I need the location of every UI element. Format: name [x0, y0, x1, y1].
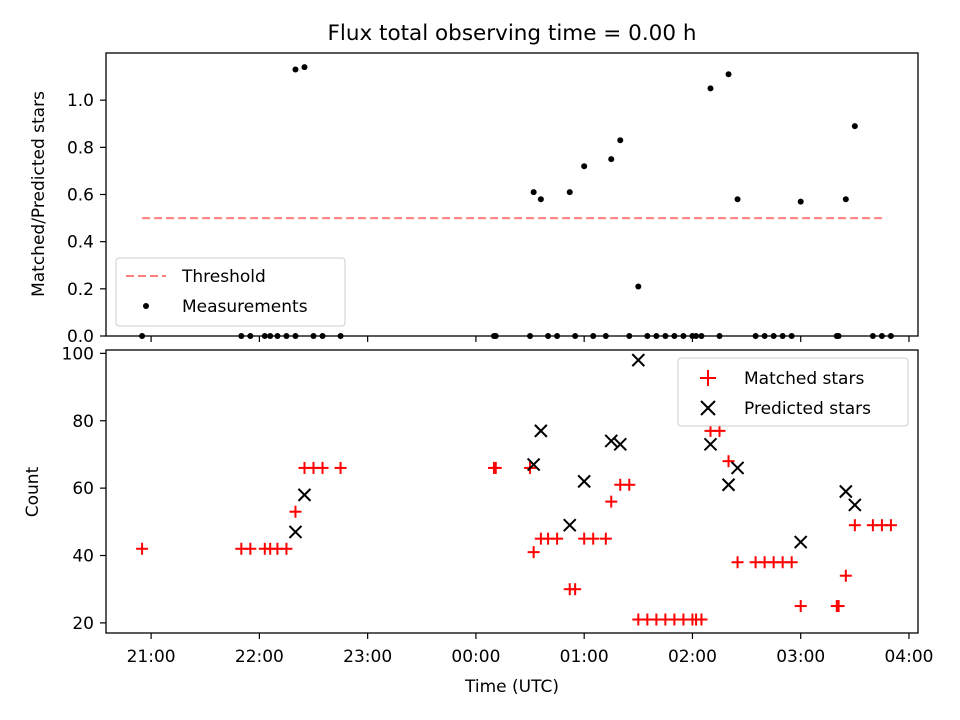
matched-star-point [695, 613, 708, 626]
measurement-point [734, 196, 741, 203]
predicted-star-point [526, 457, 541, 472]
legend-threshold-label: Threshold [181, 267, 266, 287]
predicted-star-point [577, 474, 591, 489]
ratio-y-axis-label: Matched/Predicted stars [29, 91, 49, 297]
matched-star-point [713, 424, 726, 437]
legend-predicted-label: Predicted stars [744, 399, 871, 419]
ratio-legend-box [115, 257, 346, 327]
matched-star-point [599, 532, 612, 545]
matched-star-point [280, 542, 293, 555]
legend-predicted-swatch [700, 400, 716, 416]
matched-star-point [569, 583, 582, 596]
matched-star-point [527, 546, 540, 559]
matched-star-point [794, 600, 807, 613]
time-x-tick-label: 21:00 [127, 647, 176, 667]
predicted-star-point [613, 437, 627, 452]
count-legend-box [677, 357, 909, 427]
matched-star-point [623, 478, 636, 491]
time-x-tick-label: 01:00 [560, 647, 609, 667]
ratio-y-axis: 0.0 0.2 0.4 0.6 0.8 1.0 [67, 91, 106, 347]
predicted-star-point [534, 424, 548, 438]
count-y-tick-label: 20 [72, 614, 94, 634]
matched-star-point [244, 542, 257, 555]
time-x-tick-label: 04:00 [884, 647, 933, 667]
matched-star-point [832, 600, 845, 613]
matched-star-point [722, 455, 735, 468]
matched-star-point [489, 461, 502, 474]
matched-star-point [785, 556, 798, 569]
matched-star-point [884, 519, 897, 532]
matched-star-point [136, 542, 149, 555]
matched-star-point [839, 569, 852, 582]
count-y-tick-label: 40 [72, 547, 94, 567]
predicted-star-point [848, 498, 862, 512]
count-panel-frame [105, 349, 919, 634]
measurement-point [608, 156, 615, 163]
time-x-tick-label: 00:00 [451, 647, 500, 667]
measurement-point [301, 64, 308, 71]
legend-matched-swatch [700, 370, 716, 386]
ratio-y-tick-label: 1.0 [67, 91, 94, 111]
predicted-star-point [297, 488, 312, 502]
time-x-axis-label: Time (UTC) [464, 677, 559, 697]
predicted-star-point [604, 434, 618, 448]
count-marks [136, 353, 897, 626]
count-y-axis: 20 40 60 80 100 [62, 344, 106, 634]
time-x-tick-label: 22:00 [235, 647, 284, 667]
chart-title: Flux total observing time = 0.00 h [328, 21, 697, 46]
ratio-y-tick-label: 0.8 [67, 138, 94, 158]
matched-star-point [587, 532, 600, 545]
legend-matched-label: Matched stars [744, 369, 864, 389]
ratio-y-tick-label: 0.6 [67, 186, 94, 206]
ratio-legend: Threshold Measurements [115, 257, 346, 327]
measurement-point [566, 189, 573, 196]
predicted-star-point [721, 478, 736, 492]
predicted-star-point [730, 461, 745, 475]
predicted-star-point [839, 484, 853, 499]
measurement-point [851, 123, 858, 130]
measurement-point [797, 198, 804, 205]
matched-star-point [605, 495, 618, 508]
measurement-point [292, 66, 299, 73]
ratio-x-ticks [150, 336, 910, 342]
measurement-point [537, 196, 544, 203]
matched-star-point [316, 461, 329, 474]
matched-star-point [551, 532, 564, 545]
time-x-tick-label: 23:00 [343, 647, 392, 667]
ratio-y-tick-label: 0.4 [67, 233, 94, 253]
time-x-tick-label: 02:00 [668, 647, 717, 667]
measurement-point [707, 85, 714, 92]
count-y-tick-label: 80 [72, 412, 94, 432]
predicted-star-point [703, 437, 718, 452]
ratio-y-tick-label: 0.2 [67, 280, 94, 300]
measurement-point [581, 163, 588, 170]
measurement-point [725, 71, 732, 78]
matched-star-point [848, 519, 861, 532]
measurement-point [842, 196, 849, 203]
predicted-star-point [794, 535, 808, 549]
matched-star-point [289, 505, 302, 518]
count-panel: 20 40 60 80 100 21:00 22:00 23:00 00:00 01:00 02:… [23, 344, 933, 697]
measurement-point [617, 137, 624, 144]
count-y-tick-label: 100 [62, 344, 94, 364]
predicted-star-point [563, 518, 577, 532]
count-y-tick-label: 60 [72, 479, 94, 499]
time-x-axis: 21:00 22:00 23:00 00:00 01:00 02:00 03:00 04:00 [127, 633, 933, 667]
legend-measurements-swatch [143, 303, 149, 309]
matched-star-point [731, 556, 744, 569]
measurement-point [635, 283, 642, 290]
count-legend: Matched stars Predicted stars [677, 357, 909, 427]
ratio-y-tick-label: 0.0 [67, 327, 94, 347]
ratio-panel: 0.0 0.2 0.4 0.6 0.8 1.0 Matched/Predicted sta… [29, 52, 919, 347]
predicted-star-point [288, 525, 303, 539]
measurement-point [530, 189, 537, 196]
predicted-star-point [631, 353, 646, 367]
time-x-tick-label: 03:00 [776, 647, 825, 667]
legend-measurements-label: Measurements [182, 297, 308, 317]
count-y-axis-label: Count [23, 466, 43, 517]
matched-star-point [334, 461, 347, 474]
